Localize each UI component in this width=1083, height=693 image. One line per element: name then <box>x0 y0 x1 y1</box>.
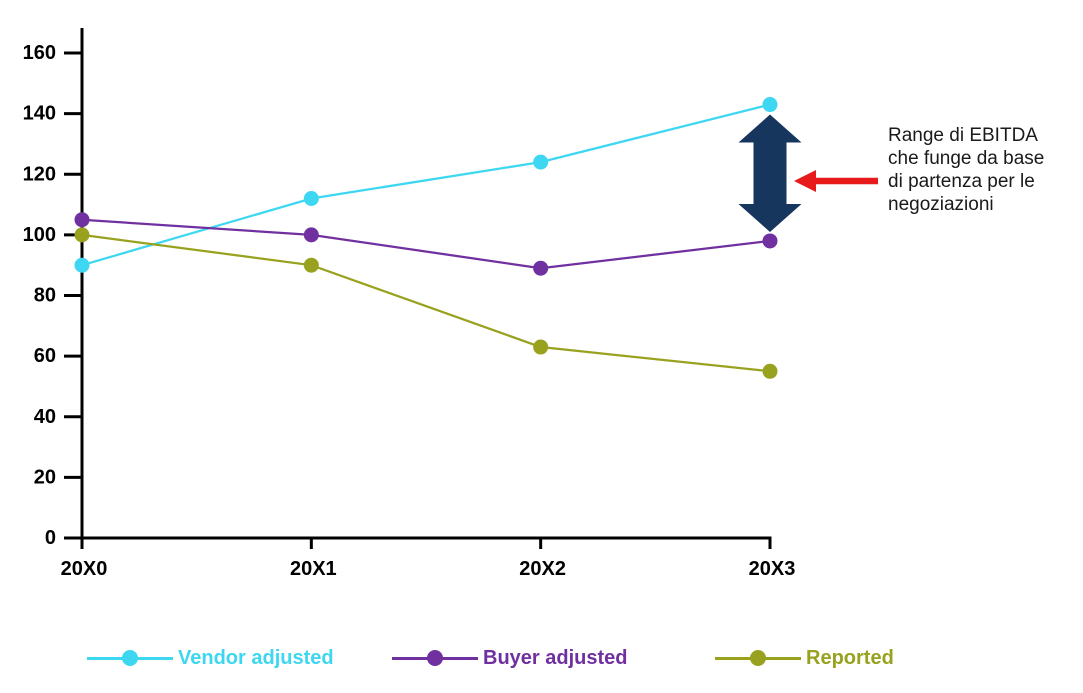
legend-label: Buyer adjusted <box>483 646 628 669</box>
legend-line-swatch <box>715 650 801 666</box>
y-tick-label: 40 <box>34 406 56 428</box>
y-tick-label: 20 <box>34 466 56 488</box>
legend-item-vendor-adjusted: Vendor adjusted <box>87 643 334 673</box>
legend-dot-swatch <box>427 650 443 666</box>
data-point-reported-20X1 <box>303 257 319 273</box>
legend-item-buyer-adjusted: Buyer adjusted <box>392 643 627 673</box>
data-point-vendor-adjusted-20X3 <box>762 97 778 113</box>
y-tick-label: 140 <box>23 103 56 125</box>
data-point-vendor-adjusted-20X1 <box>303 191 319 206</box>
data-point-buyer-adjusted-20X0 <box>74 212 90 228</box>
legend-line-swatch <box>87 650 173 666</box>
annotation-line: che funge da base <box>888 148 1045 169</box>
legend-label: Vendor adjusted <box>178 646 334 669</box>
legend: Vendor adjusted Buyer adjusted Reported <box>0 643 1083 673</box>
ebitda-range-arrow <box>738 114 802 232</box>
x-tick-label: 20X0 <box>61 558 108 580</box>
data-point-vendor-adjusted-20X2 <box>533 154 549 170</box>
y-tick-label: 60 <box>34 345 56 367</box>
annotation-text: Range di EBITDA che funge da base di parte… <box>888 124 1083 216</box>
legend-item-reported: Reported <box>715 643 894 673</box>
pointer-arrow <box>794 170 878 192</box>
series-line-vendor-adjusted <box>81 103 771 267</box>
data-point-buyer-adjusted-20X2 <box>533 260 549 276</box>
legend-dot-swatch <box>750 650 766 666</box>
y-tick-label: 80 <box>34 285 56 307</box>
legend-dot-swatch <box>122 650 138 666</box>
data-point-reported-20X3 <box>762 363 778 379</box>
y-tick-label: 120 <box>23 163 56 185</box>
annotation-line: Range di EBITDA <box>888 125 1038 146</box>
y-tick-label: 100 <box>23 224 56 246</box>
series-line-buyer-adjusted <box>81 218 771 270</box>
y-tick-label: 160 <box>23 42 56 64</box>
y-tick-label: 0 <box>45 527 56 549</box>
annotation-line: negoziazioni <box>888 194 994 215</box>
legend-line-swatch <box>392 650 478 666</box>
annotation-line: di partenza per le <box>888 171 1035 192</box>
x-tick-label: 20X3 <box>749 558 796 580</box>
series-line-reported <box>81 233 771 373</box>
legend-label: Reported <box>806 646 894 669</box>
data-point-reported-20X0 <box>74 227 90 243</box>
data-point-vendor-adjusted-20X0 <box>74 257 90 273</box>
x-tick-label: 20X1 <box>290 558 337 580</box>
data-point-buyer-adjusted-20X1 <box>303 227 319 243</box>
data-point-reported-20X2 <box>533 339 549 355</box>
data-point-buyer-adjusted-20X3 <box>762 233 778 249</box>
x-tick-label: 20X2 <box>519 558 566 580</box>
